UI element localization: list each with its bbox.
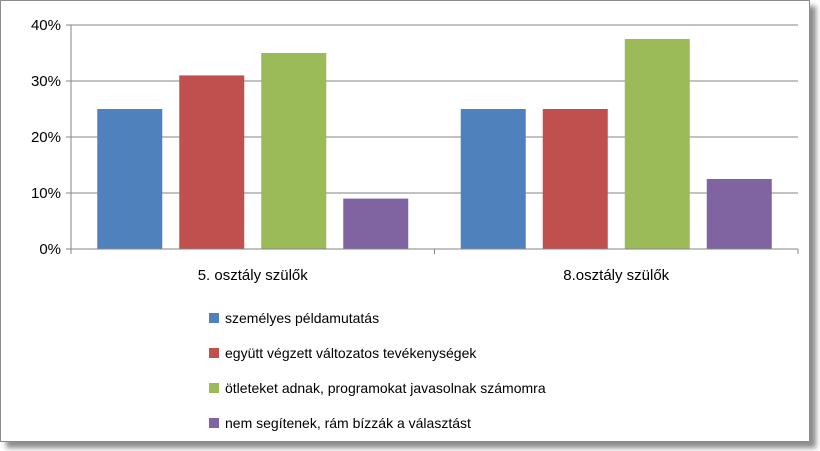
legend-swatch <box>209 347 219 358</box>
bar-3-1 <box>261 53 327 249</box>
bar-4-1 <box>343 198 409 249</box>
legend: személyes példamutatás együtt végzett vál… <box>209 309 546 449</box>
legend-label: együtt végzett változatos tevékenységek <box>225 344 477 361</box>
y-tick-label: 40% <box>31 17 61 34</box>
bar-2-1 <box>179 75 245 250</box>
y-tick-label: 20% <box>31 129 61 146</box>
bar-4-2 <box>706 179 772 249</box>
y-axis: 0% 10% 20% 30% 40% <box>31 17 72 258</box>
legend-swatch <box>209 382 219 393</box>
bar-3-2 <box>624 39 690 249</box>
y-tick-label: 10% <box>31 185 61 202</box>
legend-label: nem segítenek, rám bízzák a választást <box>225 414 471 431</box>
bar-1-1 <box>97 109 163 249</box>
category-label: 8.osztály szülők <box>563 267 669 284</box>
legend-label: személyes példamutatás <box>225 309 380 326</box>
category-label: 5. osztály szülők <box>198 267 309 284</box>
bar-2-2 <box>542 109 608 249</box>
x-axis: 5. osztály szülők 8.osztály szülők <box>70 248 799 284</box>
y-tick-label: 30% <box>31 73 61 90</box>
legend-swatch <box>209 312 219 323</box>
y-tick-label: 0% <box>39 241 61 258</box>
legend-item-3: ötleteket adnak, programokat javasolnak … <box>209 379 546 396</box>
bar-1-2 <box>460 109 526 249</box>
legend-item-1: személyes példamutatás <box>209 309 546 326</box>
legend-label: ötleteket adnak, programokat javasolnak … <box>225 379 546 396</box>
legend-item-2: együtt végzett változatos tevékenységek <box>209 344 546 361</box>
chart-frame: 0% 10% 20% 30% 40% 5. osztály szülők 8.osztál… <box>0 0 810 442</box>
bar-chart: 0% 10% 20% 30% 40% 5. osztály szülők 8.osztál… <box>31 17 799 284</box>
bars <box>97 39 772 250</box>
legend-item-4: nem segítenek, rám bízzák a választást <box>209 414 546 431</box>
legend-swatch <box>209 417 219 428</box>
